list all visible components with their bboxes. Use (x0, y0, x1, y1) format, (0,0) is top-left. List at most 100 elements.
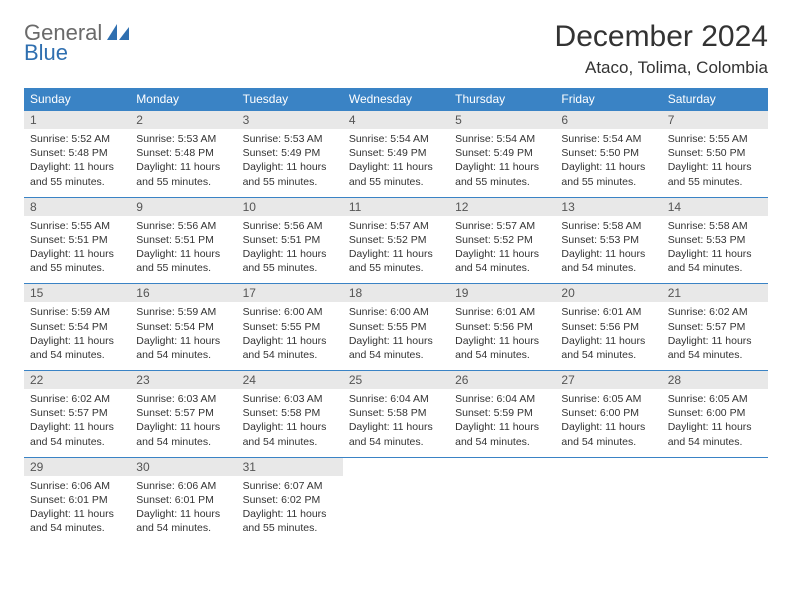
day-number: 6 (555, 111, 661, 129)
day-number: 13 (555, 198, 661, 216)
day-cell: 23Sunrise: 6:03 AMSunset: 5:57 PMDayligh… (130, 371, 236, 458)
sunrise-text: Sunrise: 5:55 AM (30, 219, 124, 233)
sunset-text: Sunset: 6:01 PM (136, 493, 230, 507)
day-details: Sunrise: 5:53 AMSunset: 5:48 PMDaylight:… (130, 129, 236, 197)
day-details: Sunrise: 6:07 AMSunset: 6:02 PMDaylight:… (237, 476, 343, 544)
day-details: Sunrise: 6:01 AMSunset: 5:56 PMDaylight:… (555, 302, 661, 370)
daylight-text: Daylight: 11 hours and 54 minutes. (668, 334, 762, 362)
day-cell: 8Sunrise: 5:55 AMSunset: 5:51 PMDaylight… (24, 197, 130, 284)
day-number: 16 (130, 284, 236, 302)
week-row: 29Sunrise: 6:06 AMSunset: 6:01 PMDayligh… (24, 457, 768, 543)
day-number: 23 (130, 371, 236, 389)
daylight-text: Daylight: 11 hours and 55 minutes. (30, 160, 124, 188)
title-block: December 2024 Ataco, Tolima, Colombia (555, 20, 768, 78)
sunset-text: Sunset: 5:54 PM (30, 320, 124, 334)
page-title: December 2024 (555, 20, 768, 54)
daylight-text: Daylight: 11 hours and 54 minutes. (668, 420, 762, 448)
sunset-text: Sunset: 5:51 PM (30, 233, 124, 247)
day-cell: 18Sunrise: 6:00 AMSunset: 5:55 PMDayligh… (343, 284, 449, 371)
sunset-text: Sunset: 5:49 PM (243, 146, 337, 160)
day-number: 29 (24, 458, 130, 476)
sunrise-text: Sunrise: 6:03 AM (243, 392, 337, 406)
day-number: 28 (662, 371, 768, 389)
daylight-text: Daylight: 11 hours and 54 minutes. (243, 420, 337, 448)
day-number: 24 (237, 371, 343, 389)
sunrise-text: Sunrise: 6:02 AM (668, 305, 762, 319)
day-number: 30 (130, 458, 236, 476)
day-details: Sunrise: 6:03 AMSunset: 5:57 PMDaylight:… (130, 389, 236, 457)
sunrise-text: Sunrise: 6:02 AM (30, 392, 124, 406)
day-cell: 19Sunrise: 6:01 AMSunset: 5:56 PMDayligh… (449, 284, 555, 371)
sunset-text: Sunset: 6:01 PM (30, 493, 124, 507)
logo: General Blue (24, 20, 129, 64)
sunrise-text: Sunrise: 6:06 AM (136, 479, 230, 493)
day-number: 1 (24, 111, 130, 129)
day-number: 3 (237, 111, 343, 129)
sunrise-text: Sunrise: 5:54 AM (561, 132, 655, 146)
day-cell: 16Sunrise: 5:59 AMSunset: 5:54 PMDayligh… (130, 284, 236, 371)
sunset-text: Sunset: 5:57 PM (136, 406, 230, 420)
day-number: 21 (662, 284, 768, 302)
day-cell: 4Sunrise: 5:54 AMSunset: 5:49 PMDaylight… (343, 111, 449, 198)
day-cell (449, 457, 555, 543)
daylight-text: Daylight: 11 hours and 54 minutes. (668, 247, 762, 275)
day-cell: 24 Sunrise: 6:03 AMSunset: 5:58 PMDayligh… (237, 371, 343, 458)
day-number: 17 (237, 284, 343, 302)
day-header: Wednesday (343, 88, 449, 111)
sunset-text: Sunset: 6:00 PM (561, 406, 655, 420)
sunset-text: Sunset: 5:57 PM (30, 406, 124, 420)
day-details: Sunrise: 6:06 AMSunset: 6:01 PMDaylight:… (130, 476, 236, 544)
sunset-text: Sunset: 5:55 PM (349, 320, 443, 334)
day-number: 25 (343, 371, 449, 389)
sunrise-text: Sunrise: 6:00 AM (243, 305, 337, 319)
sunrise-text: Sunrise: 6:04 AM (349, 392, 443, 406)
day-details: Sunrise: 6:06 AMSunset: 6:01 PMDaylight:… (24, 476, 130, 544)
day-cell: 1Sunrise: 5:52 AMSunset: 5:48 PMDaylight… (24, 111, 130, 198)
sunrise-text: Sunrise: 6:00 AM (349, 305, 443, 319)
day-details: Sunrise: 5:57 AMSunset: 5:52 PMDaylight:… (343, 216, 449, 284)
day-number: 18 (343, 284, 449, 302)
sunset-text: Sunset: 5:50 PM (668, 146, 762, 160)
daylight-text: Daylight: 11 hours and 55 minutes. (243, 247, 337, 275)
day-details: Sunrise: 5:52 AMSunset: 5:48 PMDaylight:… (24, 129, 130, 197)
day-cell: 31Sunrise: 6:07 AMSunset: 6:02 PMDayligh… (237, 457, 343, 543)
sunrise-text: Sunrise: 5:56 AM (136, 219, 230, 233)
sunrise-text: Sunrise: 5:56 AM (243, 219, 337, 233)
day-details: Sunrise: 5:58 AMSunset: 5:53 PMDaylight:… (662, 216, 768, 284)
sunset-text: Sunset: 5:49 PM (455, 146, 549, 160)
sunrise-text: Sunrise: 5:59 AM (30, 305, 124, 319)
day-cell: 17Sunrise: 6:00 AMSunset: 5:55 PMDayligh… (237, 284, 343, 371)
daylight-text: Daylight: 11 hours and 55 minutes. (668, 160, 762, 188)
day-number: 2 (130, 111, 236, 129)
day-details: Sunrise: 6:00 AMSunset: 5:55 PMDaylight:… (237, 302, 343, 370)
day-number: 20 (555, 284, 661, 302)
sunrise-text: Sunrise: 5:57 AM (349, 219, 443, 233)
day-header: Saturday (662, 88, 768, 111)
location-subtitle: Ataco, Tolima, Colombia (555, 58, 768, 78)
day-details: Sunrise: 5:54 AMSunset: 5:49 PMDaylight:… (343, 129, 449, 197)
sunset-text: Sunset: 5:58 PM (243, 406, 337, 420)
day-cell: 5Sunrise: 5:54 AMSunset: 5:49 PMDaylight… (449, 111, 555, 198)
day-details: Sunrise: 5:59 AMSunset: 5:54 PMDaylight:… (24, 302, 130, 370)
day-cell: 11Sunrise: 5:57 AMSunset: 5:52 PMDayligh… (343, 197, 449, 284)
sunrise-text: Sunrise: 6:03 AM (136, 392, 230, 406)
week-row: 15Sunrise: 5:59 AMSunset: 5:54 PMDayligh… (24, 284, 768, 371)
sunset-text: Sunset: 5:48 PM (30, 146, 124, 160)
daylight-text: Daylight: 11 hours and 54 minutes. (349, 420, 443, 448)
day-cell: 25Sunrise: 6:04 AMSunset: 5:58 PMDayligh… (343, 371, 449, 458)
sunset-text: Sunset: 5:51 PM (136, 233, 230, 247)
daylight-text: Daylight: 11 hours and 54 minutes. (30, 334, 124, 362)
daylight-text: Daylight: 11 hours and 54 minutes. (136, 420, 230, 448)
day-number: 7 (662, 111, 768, 129)
day-cell: 10Sunrise: 5:56 AMSunset: 5:51 PMDayligh… (237, 197, 343, 284)
sunrise-text: Sunrise: 5:59 AM (136, 305, 230, 319)
day-details: Sunrise: 6:04 AMSunset: 5:59 PMDaylight:… (449, 389, 555, 457)
day-details: Sunrise: 5:59 AMSunset: 5:54 PMDaylight:… (130, 302, 236, 370)
sunrise-text: Sunrise: 6:06 AM (30, 479, 124, 493)
sunrise-text: Sunrise: 5:57 AM (455, 219, 549, 233)
day-cell: 30Sunrise: 6:06 AMSunset: 6:01 PMDayligh… (130, 457, 236, 543)
sunrise-text: Sunrise: 5:58 AM (668, 219, 762, 233)
day-cell: 28Sunrise: 6:05 AMSunset: 6:00 PMDayligh… (662, 371, 768, 458)
sunrise-text: Sunrise: 5:58 AM (561, 219, 655, 233)
sunset-text: Sunset: 6:00 PM (668, 406, 762, 420)
